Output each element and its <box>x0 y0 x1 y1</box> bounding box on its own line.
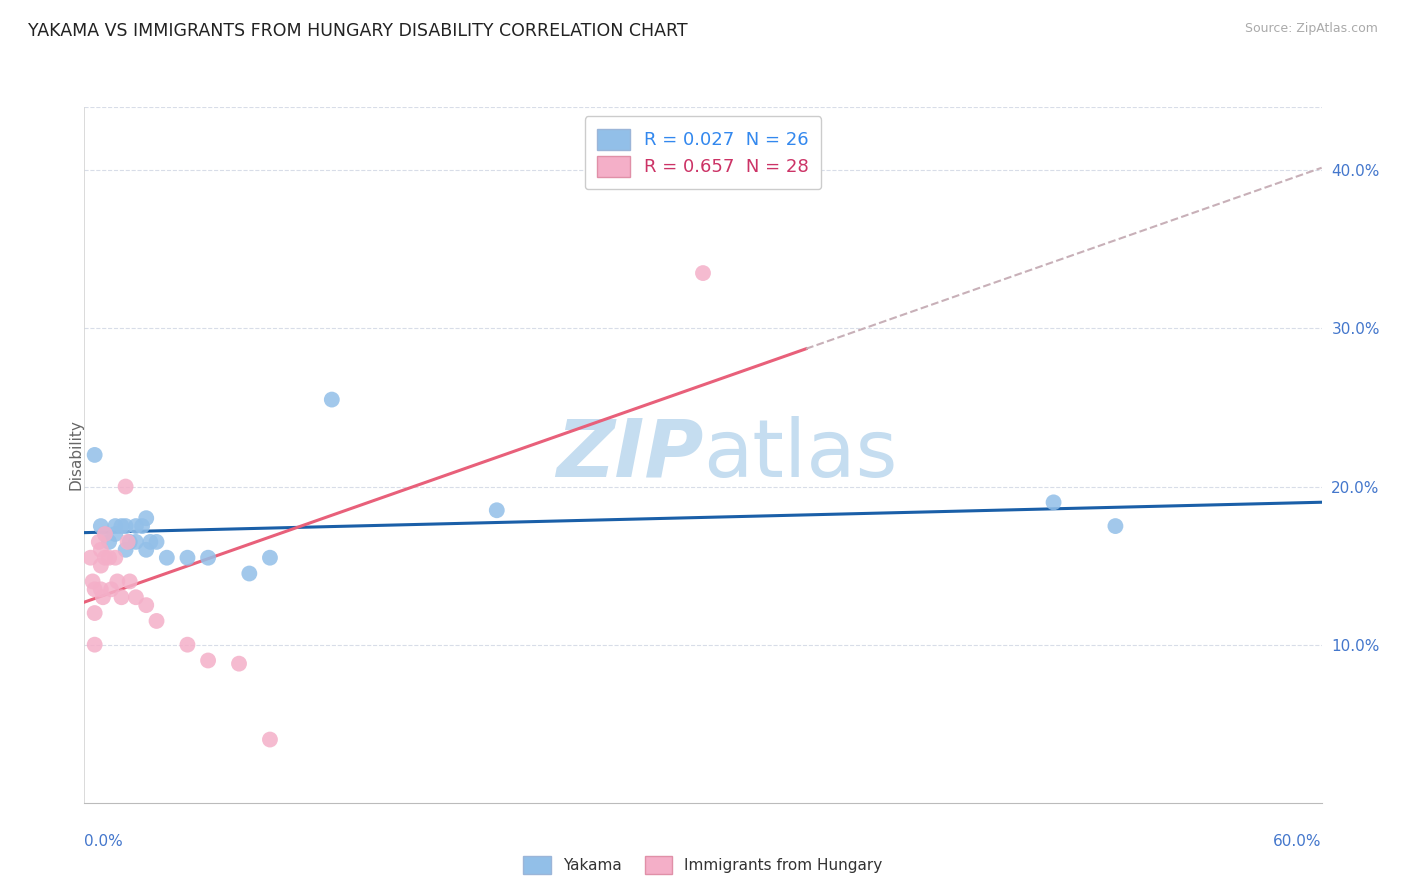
Point <box>100 582 122 597</box>
Point <box>98 534 121 549</box>
Point <box>135 598 157 612</box>
Point <box>98 550 121 565</box>
Point <box>79 550 101 565</box>
Point <box>94 527 117 541</box>
Point <box>176 550 198 565</box>
Point <box>259 732 281 747</box>
Point <box>94 527 117 541</box>
Point <box>105 574 128 589</box>
Point <box>135 511 157 525</box>
Point <box>125 519 148 533</box>
Point <box>125 534 148 549</box>
Point <box>139 534 162 549</box>
Point <box>114 479 136 493</box>
Text: 0.0%: 0.0% <box>84 834 124 849</box>
Point <box>104 550 127 565</box>
Point <box>83 582 105 597</box>
Point <box>104 519 127 533</box>
Legend: R = 0.027  N = 26, R = 0.657  N = 28: R = 0.027 N = 26, R = 0.657 N = 28 <box>585 116 821 189</box>
Point <box>90 519 112 533</box>
Text: YAKAMA VS IMMIGRANTS FROM HUNGARY DISABILITY CORRELATION CHART: YAKAMA VS IMMIGRANTS FROM HUNGARY DISABI… <box>28 22 688 40</box>
Text: ZIP: ZIP <box>555 416 703 494</box>
Point <box>125 591 148 605</box>
Point <box>197 653 219 667</box>
Point <box>145 614 167 628</box>
Point <box>692 266 714 280</box>
Point <box>90 582 112 597</box>
Point <box>114 542 136 557</box>
Point <box>156 550 179 565</box>
Point <box>82 574 104 589</box>
Text: 60.0%: 60.0% <box>1274 834 1322 849</box>
Point <box>118 534 141 549</box>
Point <box>91 591 114 605</box>
Point <box>321 392 343 407</box>
Y-axis label: Disability: Disability <box>69 419 83 491</box>
Point <box>90 558 112 573</box>
Point <box>131 519 153 533</box>
Point <box>90 542 112 557</box>
Text: Source: ZipAtlas.com: Source: ZipAtlas.com <box>1244 22 1378 36</box>
Point <box>94 550 117 565</box>
Point <box>197 550 219 565</box>
Point <box>259 550 281 565</box>
Point <box>145 534 167 549</box>
Point <box>104 527 127 541</box>
Point <box>83 448 105 462</box>
Point <box>110 591 132 605</box>
Point <box>83 638 105 652</box>
Point <box>87 534 110 549</box>
Text: atlas: atlas <box>703 416 897 494</box>
Point <box>117 534 139 549</box>
Point <box>485 503 508 517</box>
Point <box>238 566 260 581</box>
Point <box>1104 519 1126 533</box>
Point <box>135 542 157 557</box>
Point <box>118 574 141 589</box>
Point <box>228 657 250 671</box>
Point <box>110 519 132 533</box>
Point <box>1042 495 1064 509</box>
Legend: Yakama, Immigrants from Hungary: Yakama, Immigrants from Hungary <box>517 850 889 880</box>
Point <box>176 638 198 652</box>
Point <box>83 606 105 620</box>
Point <box>114 519 136 533</box>
